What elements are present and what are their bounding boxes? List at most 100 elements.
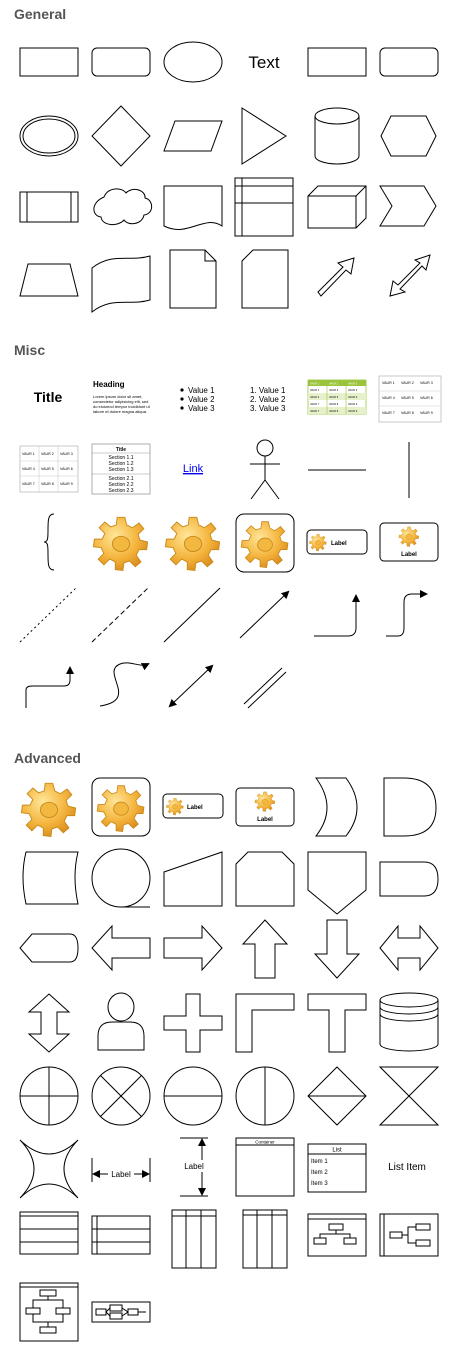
table-cell: VAUR 9 [348,402,358,406]
parallelogram-shape[interactable] [164,121,222,151]
card-shape[interactable] [242,250,288,308]
up-arrow-shape[interactable] [243,920,287,978]
container-shape[interactable]: Container [236,1138,294,1196]
horizontal-swimlanes-shape[interactable] [92,1216,150,1254]
horizontal-flow-diagram-shape[interactable] [308,1214,366,1256]
actor-shape[interactable] [250,440,280,499]
bold-rectangle-shape[interactable] [308,48,366,76]
offpage-reference-shape[interactable] [308,852,366,914]
curve-shape[interactable] [100,663,148,706]
double-arrow-shape[interactable] [390,255,430,296]
rectangle-shape[interactable] [20,48,78,76]
corner-shape[interactable] [236,994,294,1052]
gear-rounded-box-shape[interactable] [92,778,150,836]
cube-shape[interactable] [308,186,366,228]
vertical-dimension-shape[interactable]: Label [180,1138,208,1196]
display-shape[interactable] [380,862,438,896]
double-ellipse-shape[interactable] [20,116,78,156]
text-shape[interactable]: Text [248,53,279,72]
collate-shape[interactable] [380,1067,438,1125]
lined-circle-shape[interactable] [164,1067,222,1125]
stored-data-shape[interactable] [23,852,78,904]
curved-connector-shape[interactable] [26,668,70,708]
down-arrow-shape[interactable] [315,920,359,978]
green-table-shape[interactable]: VAUR 1 VAUR 2 VAUR 3 VAUR 1 VAUR 2 VAUR … [308,380,366,414]
star-shape[interactable] [20,1140,78,1198]
single-arrow-shape[interactable] [318,258,354,296]
horizontal-dimension-shape[interactable]: Label [92,1158,150,1182]
gear-label-card-shape[interactable]: Label [380,523,438,561]
gear-label-card-shape[interactable]: Label [236,788,294,826]
curly-bracket-shape[interactable] [44,514,54,570]
diamond-shape[interactable] [92,106,150,166]
arrow-line-shape[interactable] [240,592,288,638]
or-circle-shape[interactable] [20,1067,78,1125]
horizontal-pool-shape[interactable] [20,1212,78,1254]
loop-limit-shape[interactable] [236,852,294,906]
gear-label: Label [257,817,273,823]
line-shape[interactable] [164,588,220,642]
gear-label-box-shape[interactable]: Label [163,794,223,818]
cylinder-shape[interactable] [315,108,359,164]
rounded-rectangle-shape[interactable] [92,48,150,76]
numbered-list-shape[interactable]: 1. Value 1 2. Value 2 3. Value 3 [250,386,286,413]
dotted-line-shape[interactable] [20,588,76,642]
internal-storage-shape[interactable] [235,178,293,236]
elbow-connector-shape[interactable] [314,596,356,636]
split-circle-shape[interactable] [236,1067,294,1125]
gear-image-shape[interactable] [165,517,219,570]
link-shape[interactable]: Link [183,463,204,475]
hexagon-shape[interactable] [381,116,436,156]
bullet-list-shape[interactable]: Value 1 Value 2 Value 3 [180,386,215,413]
section-row: Section 2.3 [108,488,133,494]
manual-input-shape[interactable] [164,852,222,906]
gear-rounded-box-shape[interactable] [236,514,294,572]
dashed-line-shape[interactable] [92,588,148,642]
process-shape[interactable] [20,192,78,222]
left-arrow-shape[interactable] [92,926,150,970]
data-storage-cylinder-shape[interactable] [380,993,438,1051]
delay-shape[interactable] [384,778,436,836]
step-shape[interactable] [380,186,436,226]
table-cell: VAUR 4 [382,396,395,400]
orthogonal-connector-shape[interactable] [386,594,426,636]
tee-shape[interactable] [308,994,366,1052]
section-table-shape[interactable]: Title Section 1.1 Section 1.2 Section 1.… [92,444,150,494]
triangle-shape[interactable] [242,108,286,164]
ellipse-shape[interactable] [164,42,222,82]
note-shape[interactable] [170,250,216,308]
heading-text-shape[interactable]: Heading Lorem ipsum dolor sit amet, cons… [93,380,151,414]
bidirectional-arrow-shape[interactable] [170,666,212,706]
document-shape[interactable] [164,186,222,229]
horizontal-process-diagram-shape[interactable] [92,1302,150,1322]
grid-table-shape[interactable]: VAUR 1 VAUR 2 VAUR 3 VAUR 4 VAUR 5 VAUR … [20,446,78,492]
user-shape[interactable] [98,993,144,1050]
list-item-shape[interactable]: List Item [388,1162,426,1173]
dimension-label: Label [184,1162,204,1171]
cloud-shape[interactable] [94,189,152,225]
gear-image-shape[interactable] [93,517,147,570]
data-display-shape[interactable] [20,934,78,962]
gear-image-shape[interactable] [21,783,75,836]
gray-table-shape[interactable]: VAUR 1 VAUR 2 VAUR 3 VAUR 4 VAUR 5 VAUR … [379,376,441,422]
vertical-pool-shape[interactable] [172,1210,216,1268]
container-label: Container [255,1140,275,1145]
up-down-arrow-shape[interactable] [29,994,69,1052]
tape-shape[interactable] [92,256,150,312]
link-lines-shape[interactable] [244,668,286,708]
vertical-flow-diagram-shape[interactable] [380,1214,438,1256]
title-text-shape[interactable]: Title [34,389,63,405]
trapezoid-shape[interactable] [20,264,78,296]
cross-shape[interactable] [164,994,222,1052]
right-arrow-shape[interactable] [164,926,222,970]
sort-shape[interactable] [308,1067,366,1125]
sum-circle-shape[interactable] [92,1067,150,1125]
bold-rounded-rectangle-shape[interactable] [380,48,438,76]
list-shape[interactable]: List Item 1 Item 2 Item 3 [308,1144,366,1192]
vertical-swimlanes-shape[interactable] [243,1210,287,1268]
or-gate-shape[interactable] [316,778,357,836]
process-flow-diagram-shape[interactable] [20,1283,78,1341]
sequential-data-shape[interactable] [92,849,150,907]
left-right-arrow-shape[interactable] [380,926,438,970]
gear-label-box-shape[interactable]: Label [307,530,367,554]
